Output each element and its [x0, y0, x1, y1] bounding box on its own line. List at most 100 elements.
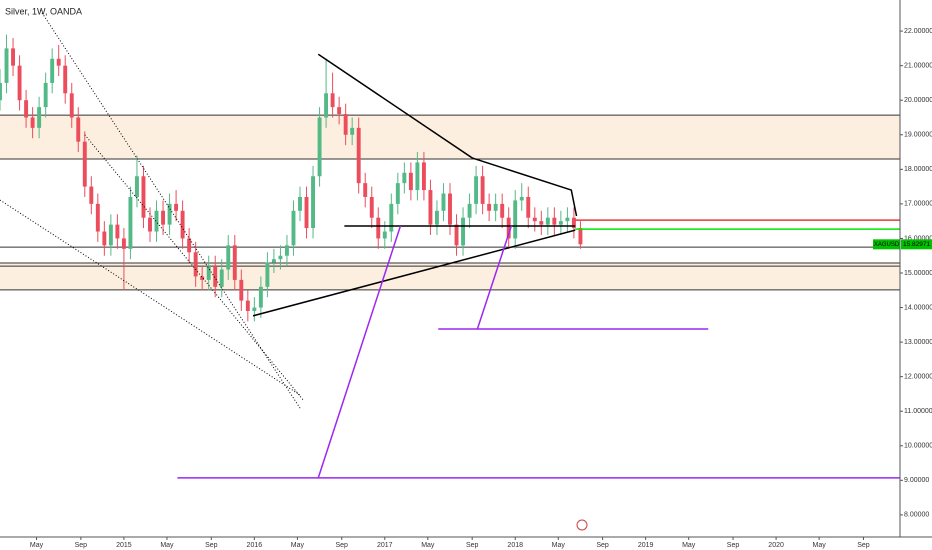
- candle-body: [226, 245, 231, 270]
- y-tick-label: 20.00000: [904, 97, 932, 104]
- candle-body: [89, 186, 94, 204]
- candle-body: [441, 193, 446, 211]
- candle-body: [421, 162, 426, 191]
- candle-body: [258, 286, 263, 308]
- candle-body: [252, 307, 257, 312]
- candle-body: [467, 203, 472, 218]
- y-tick-label: 15.00000: [904, 270, 932, 277]
- x-tick-label: Sep: [75, 542, 88, 549]
- candle-body: [95, 203, 100, 232]
- symbol-tag: [873, 239, 900, 250]
- x-tick-label: 2017: [377, 542, 393, 549]
- y-tick-label: 14.00000: [904, 304, 932, 311]
- candle-body: [356, 127, 361, 184]
- trend-line: [40, 10, 301, 409]
- x-tick-label: May: [30, 542, 44, 549]
- x-tick-label: May: [291, 542, 305, 549]
- y-tick-label: 18.00000: [904, 166, 932, 173]
- x-tick-label: Sep: [857, 542, 870, 549]
- candle-body: [37, 107, 42, 128]
- candle-body: [474, 176, 479, 204]
- candle-body: [578, 228, 583, 245]
- candle-body: [128, 196, 133, 249]
- x-tick-label: Sep: [596, 542, 609, 549]
- candle-body: [17, 65, 22, 101]
- symbol-label: XAGUSD: [874, 242, 900, 248]
- candle-body: [102, 231, 107, 246]
- trend-line: [317, 225, 402, 479]
- trend-line: [317, 53, 578, 217]
- candle-body: [395, 183, 400, 204]
- x-tick-label: May: [682, 542, 696, 549]
- candle-body: [389, 203, 394, 232]
- candle-body: [461, 217, 465, 246]
- candle-body: [187, 238, 192, 253]
- candle-body: [121, 238, 126, 249]
- candle-body: [337, 107, 342, 115]
- drawings: XAGUSD: [0, 10, 900, 479]
- candle-body: [76, 117, 81, 142]
- candle-body: [519, 196, 524, 201]
- candle-body: [454, 224, 459, 246]
- candle-body: [30, 117, 35, 128]
- candle-body: [298, 196, 302, 211]
- candle-body: [487, 203, 492, 211]
- candle-body: [317, 117, 322, 177]
- candle-body: [363, 183, 368, 197]
- x-tick-label: May: [160, 542, 174, 549]
- candle-body: [11, 48, 15, 66]
- candle-body: [565, 217, 570, 222]
- x-tick-label: Sep: [336, 542, 349, 549]
- candle-body: [408, 172, 413, 191]
- price-tag: [901, 239, 932, 250]
- price-axis-bg: [900, 0, 932, 550]
- chart-title: Silver, 1W, OANDA: [5, 6, 82, 16]
- candle-body: [271, 259, 276, 263]
- candle-body: [532, 217, 537, 222]
- y-tick-label: 9.00000: [904, 477, 929, 484]
- bands: [0, 115, 900, 290]
- candle-body: [330, 93, 335, 108]
- y-tick-label: 10.00000: [904, 443, 932, 450]
- y-tick-label: 21.00000: [904, 63, 932, 70]
- candle-body: [311, 176, 315, 229]
- candle-body: [115, 224, 120, 239]
- candle-body: [69, 93, 74, 118]
- candle-body: [343, 114, 348, 135]
- x-tick-label: 2015: [116, 542, 132, 549]
- x-tick-label: Sep: [727, 542, 740, 549]
- candle-body: [154, 210, 159, 232]
- candle-body: [108, 224, 113, 246]
- candle-body: [63, 65, 68, 94]
- zone: [0, 262, 900, 290]
- candle-body: [324, 93, 329, 118]
- candle-body: [141, 176, 146, 218]
- candle-body: [382, 231, 387, 239]
- candle-body: [480, 176, 485, 204]
- candle-body: [24, 100, 29, 118]
- candle-body: [448, 193, 452, 225]
- candle-body: [148, 217, 152, 232]
- candle-body: [82, 141, 87, 187]
- candle-body: [304, 196, 309, 229]
- candle-body: [558, 221, 563, 225]
- candle-body: [50, 58, 55, 83]
- candle-body: [161, 210, 165, 225]
- candle-body: [376, 217, 381, 239]
- candle-body: [500, 203, 505, 218]
- candle-body: [539, 221, 544, 225]
- zone: [0, 115, 900, 159]
- candle-body: [245, 300, 250, 312]
- y-tick-label: 12.00000: [904, 374, 932, 381]
- candle-body: [350, 127, 355, 135]
- candle-body: [415, 162, 420, 191]
- x-tick-label: May: [813, 542, 827, 549]
- candle-body: [4, 48, 9, 83]
- x-tick-label: 2016: [247, 542, 263, 549]
- x-tick-label: 2020: [768, 542, 784, 549]
- y-tick-label: 8.00000: [904, 512, 929, 519]
- candle-body: [232, 245, 237, 280]
- candle-body: [526, 196, 531, 218]
